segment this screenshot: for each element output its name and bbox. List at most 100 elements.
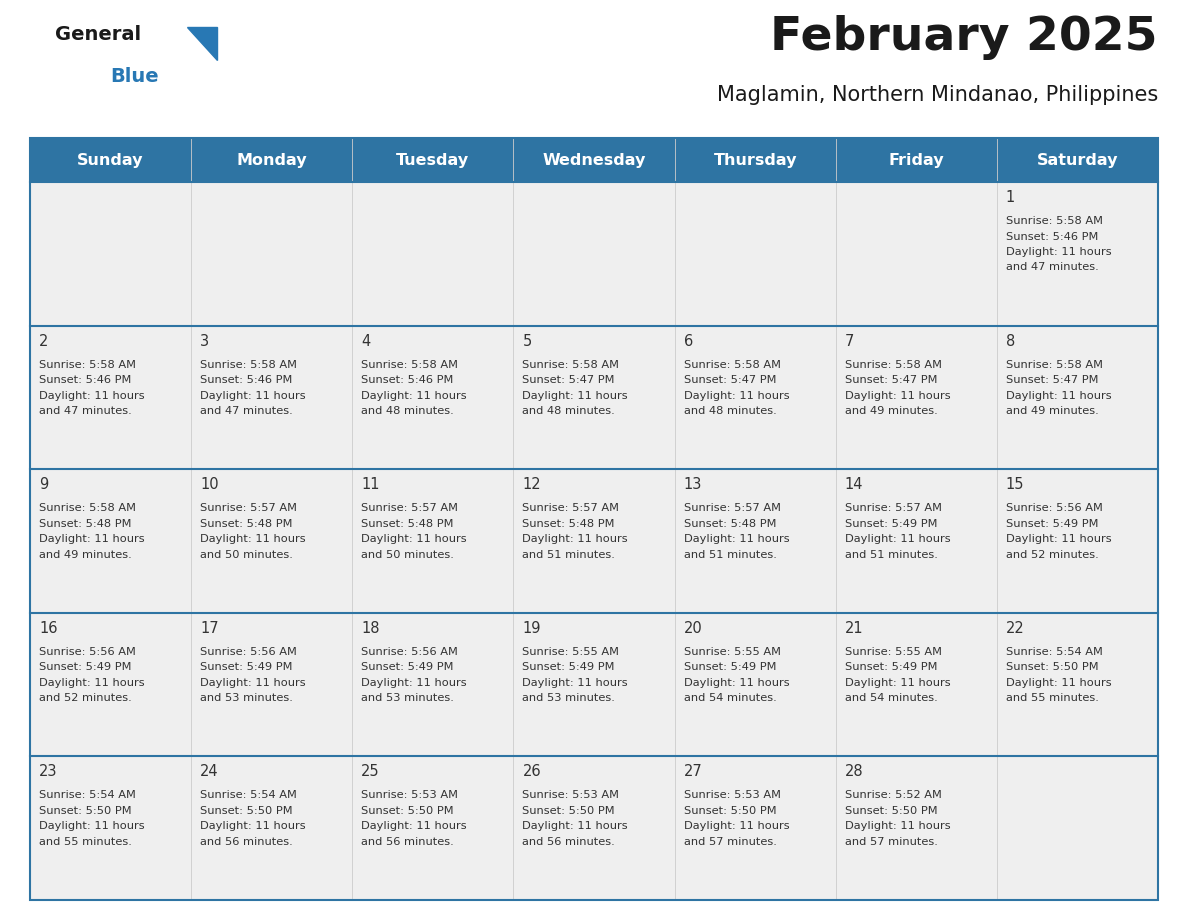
Text: Daylight: 11 hours: Daylight: 11 hours [39,534,145,544]
Text: Sunrise: 5:53 AM: Sunrise: 5:53 AM [361,790,459,800]
Text: and 54 minutes.: and 54 minutes. [845,693,937,703]
Text: Sunrise: 5:56 AM: Sunrise: 5:56 AM [39,647,135,656]
Bar [30,756,191,900]
Text: 10: 10 [200,477,219,492]
Bar [353,182,513,326]
Text: Sunset: 5:49 PM: Sunset: 5:49 PM [845,662,937,672]
Text: Sunrise: 5:54 AM: Sunrise: 5:54 AM [1006,647,1102,656]
Text: Daylight: 11 hours: Daylight: 11 hours [1006,534,1112,544]
Text: 17: 17 [200,621,219,636]
Bar [997,613,1158,756]
Text: 24: 24 [200,765,219,779]
Bar [675,756,835,900]
Bar [191,182,353,326]
Text: and 53 minutes.: and 53 minutes. [361,693,454,703]
Text: Sunset: 5:47 PM: Sunset: 5:47 PM [845,375,937,385]
Text: and 56 minutes.: and 56 minutes. [523,837,615,847]
Text: and 51 minutes.: and 51 minutes. [845,550,937,560]
Text: Sunset: 5:46 PM: Sunset: 5:46 PM [361,375,454,385]
Text: Sunset: 5:50 PM: Sunset: 5:50 PM [523,806,615,816]
Text: Sunset: 5:48 PM: Sunset: 5:48 PM [361,519,454,529]
Bar [513,326,675,469]
Text: Sunrise: 5:58 AM: Sunrise: 5:58 AM [683,360,781,370]
Bar [353,613,513,756]
Text: Sunset: 5:49 PM: Sunset: 5:49 PM [1006,519,1099,529]
Bar [835,756,997,900]
Text: February 2025: February 2025 [771,15,1158,60]
Text: 21: 21 [845,621,864,636]
Text: and 57 minutes.: and 57 minutes. [845,837,937,847]
Text: and 48 minutes.: and 48 minutes. [683,406,776,416]
Text: Sunset: 5:46 PM: Sunset: 5:46 PM [1006,231,1098,241]
Bar [353,326,513,469]
Text: and 51 minutes.: and 51 minutes. [683,550,777,560]
Text: 11: 11 [361,477,380,492]
Text: and 47 minutes.: and 47 minutes. [1006,263,1099,273]
Bar [513,469,675,613]
Text: Sunset: 5:48 PM: Sunset: 5:48 PM [523,519,615,529]
Text: 18: 18 [361,621,380,636]
Bar [675,469,835,613]
Text: Monday: Monday [236,152,307,167]
Text: Sunrise: 5:58 AM: Sunrise: 5:58 AM [523,360,619,370]
Text: Sunrise: 5:58 AM: Sunrise: 5:58 AM [200,360,297,370]
Text: Sunrise: 5:58 AM: Sunrise: 5:58 AM [39,360,135,370]
Text: Daylight: 11 hours: Daylight: 11 hours [523,822,628,832]
Text: Daylight: 11 hours: Daylight: 11 hours [845,534,950,544]
Text: Sunset: 5:49 PM: Sunset: 5:49 PM [361,662,454,672]
Text: Sunrise: 5:53 AM: Sunrise: 5:53 AM [523,790,619,800]
Text: Sunrise: 5:55 AM: Sunrise: 5:55 AM [845,647,942,656]
Text: Sunset: 5:50 PM: Sunset: 5:50 PM [845,806,937,816]
Text: and 47 minutes.: and 47 minutes. [39,406,132,416]
Text: Daylight: 11 hours: Daylight: 11 hours [683,390,789,400]
Text: and 54 minutes.: and 54 minutes. [683,693,776,703]
Bar [30,326,191,469]
Text: and 55 minutes.: and 55 minutes. [1006,693,1099,703]
Text: Daylight: 11 hours: Daylight: 11 hours [845,390,950,400]
Text: 2: 2 [39,333,49,349]
Text: Daylight: 11 hours: Daylight: 11 hours [523,390,628,400]
Text: Friday: Friday [889,152,944,167]
Bar [513,613,675,756]
Text: Sunrise: 5:58 AM: Sunrise: 5:58 AM [1006,216,1102,226]
Bar [191,326,353,469]
Text: Sunrise: 5:57 AM: Sunrise: 5:57 AM [845,503,942,513]
Bar [997,326,1158,469]
Text: 26: 26 [523,765,541,779]
Text: Sunrise: 5:58 AM: Sunrise: 5:58 AM [39,503,135,513]
Text: 6: 6 [683,333,693,349]
Text: Thursday: Thursday [713,152,797,167]
Text: Sunrise: 5:58 AM: Sunrise: 5:58 AM [845,360,942,370]
Text: and 53 minutes.: and 53 minutes. [523,693,615,703]
Text: Daylight: 11 hours: Daylight: 11 hours [200,822,305,832]
Text: Sunday: Sunday [77,152,144,167]
Bar [513,182,675,326]
Text: Sunset: 5:49 PM: Sunset: 5:49 PM [523,662,615,672]
Text: Sunrise: 5:57 AM: Sunrise: 5:57 AM [683,503,781,513]
Text: Daylight: 11 hours: Daylight: 11 hours [39,822,145,832]
Text: 13: 13 [683,477,702,492]
Bar [30,138,1158,900]
Bar [191,469,353,613]
Text: Sunrise: 5:57 AM: Sunrise: 5:57 AM [361,503,459,513]
Text: and 55 minutes.: and 55 minutes. [39,837,132,847]
Bar [353,756,513,900]
Text: Sunset: 5:46 PM: Sunset: 5:46 PM [200,375,292,385]
Text: 28: 28 [845,765,864,779]
Text: Daylight: 11 hours: Daylight: 11 hours [39,390,145,400]
Text: Sunset: 5:49 PM: Sunset: 5:49 PM [845,519,937,529]
Text: and 53 minutes.: and 53 minutes. [200,693,293,703]
Bar [675,613,835,756]
Bar [30,613,191,756]
Text: Daylight: 11 hours: Daylight: 11 hours [683,534,789,544]
Text: 22: 22 [1006,621,1024,636]
Text: Sunset: 5:49 PM: Sunset: 5:49 PM [39,662,132,672]
Text: Sunset: 5:50 PM: Sunset: 5:50 PM [1006,662,1099,672]
Text: Sunrise: 5:57 AM: Sunrise: 5:57 AM [523,503,619,513]
Bar [30,469,191,613]
Text: Sunset: 5:48 PM: Sunset: 5:48 PM [200,519,292,529]
Text: 16: 16 [39,621,57,636]
Text: Daylight: 11 hours: Daylight: 11 hours [523,534,628,544]
Text: 25: 25 [361,765,380,779]
Text: and 49 minutes.: and 49 minutes. [39,550,132,560]
